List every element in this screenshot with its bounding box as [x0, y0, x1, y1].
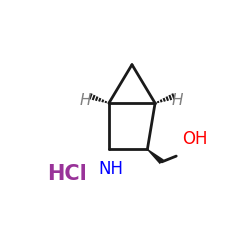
Text: OH: OH: [182, 130, 207, 148]
Text: H: H: [172, 93, 183, 108]
Polygon shape: [147, 149, 164, 164]
Text: NH: NH: [98, 160, 123, 178]
Text: H: H: [80, 93, 92, 108]
Text: HCl: HCl: [47, 164, 86, 184]
